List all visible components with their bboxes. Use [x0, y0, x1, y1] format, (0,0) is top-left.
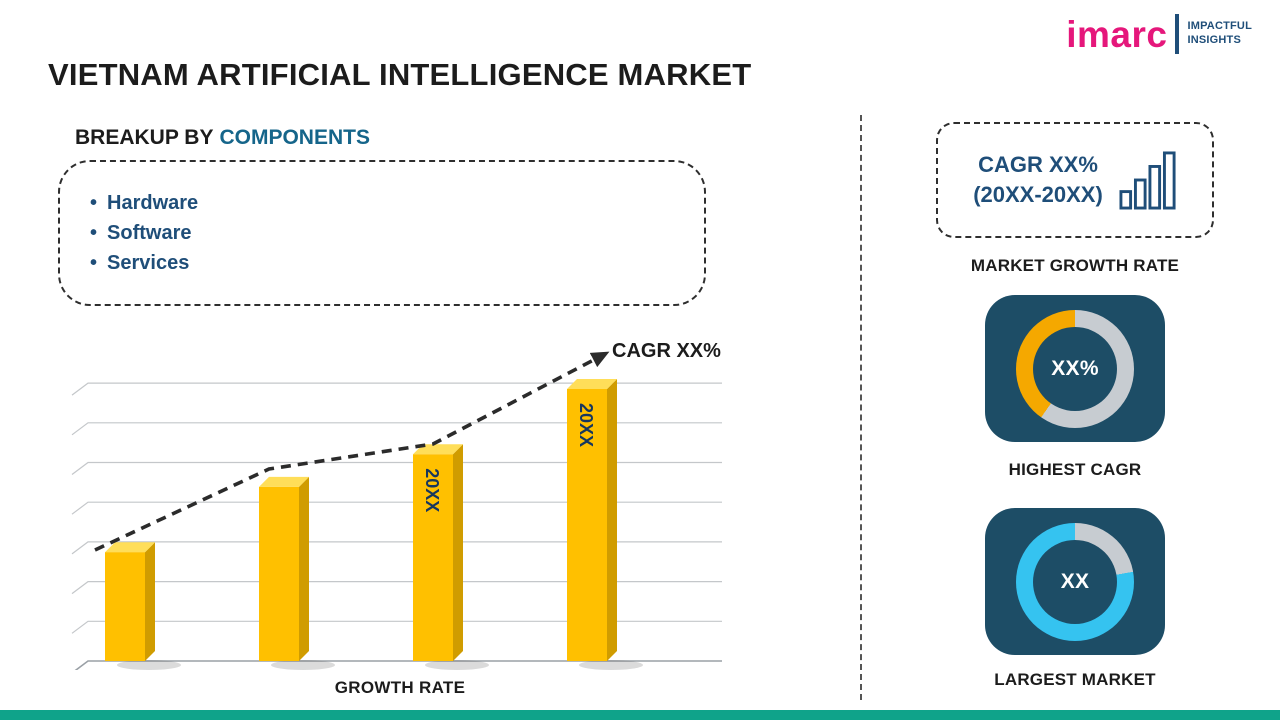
largest-market-ring: XX [1016, 522, 1134, 641]
svg-text:20XX: 20XX [422, 468, 442, 512]
breakup-heading: BREAKUP BY COMPONENTS [75, 126, 370, 150]
logo-tagline-line2: INSIGHTS [1187, 34, 1242, 46]
growth-bar-chart-canvas: 20XX 20XX [71, 351, 722, 674]
imarc-logo-wordmark: imarc [1066, 13, 1168, 55]
chart-x-axis-label: GROWTH RATE [334, 678, 466, 697]
largest-market-value: XX [1060, 569, 1090, 593]
largest-market-card: XX [985, 508, 1165, 655]
imarc-logo: imarc IMPACTFUL INSIGHTS [1066, 14, 1252, 54]
highest-cagr-caption: HIGHEST CAGR [1008, 460, 1142, 479]
bullet-icon [90, 222, 97, 245]
section-divider [860, 115, 862, 700]
components-box: Hardware Software Services [58, 160, 706, 306]
component-label: Software [107, 221, 192, 244]
bullet-icon [90, 192, 97, 215]
component-label: Services [107, 251, 190, 274]
market-growth-rate-caption: MARKET GROWTH RATE [970, 256, 1180, 275]
footer-accent-bar [0, 710, 1280, 720]
cagr-text-block: CAGR XX% (20XX-20XX) [973, 150, 1103, 209]
svg-text:20XX: 20XX [576, 403, 596, 447]
growth-bars-icon [1119, 151, 1176, 210]
highest-cagr-value: XX% [1051, 356, 1099, 380]
page-title: VIETNAM ARTIFICIAL INTELLIGENCE MARKET [48, 57, 752, 92]
list-item-services: Services [90, 252, 674, 275]
list-item-hardware: Hardware [90, 192, 674, 215]
list-item-software: Software [90, 222, 674, 245]
highest-cagr-hole: XX% [1033, 326, 1117, 411]
trend-cagr-label: CAGR XX% [612, 340, 721, 362]
cagr-line1: CAGR XX% [978, 152, 1098, 178]
highest-cagr-ring: XX% [1016, 309, 1134, 428]
cagr-line2: (20XX-20XX) [973, 182, 1103, 207]
largest-market-hole: XX [1033, 539, 1117, 624]
component-label: Hardware [107, 191, 199, 214]
logo-tagline: IMPACTFUL INSIGHTS [1187, 20, 1252, 48]
largest-market-caption: LARGEST MARKET [994, 670, 1156, 689]
logo-divider [1175, 14, 1180, 54]
bullet-icon [90, 252, 97, 275]
highest-cagr-card: XX% [985, 295, 1165, 442]
market-growth-rate-box: CAGR XX% (20XX-20XX) [936, 122, 1214, 238]
breakup-heading-highlight: COMPONENTS [219, 126, 370, 149]
logo-tagline-line1: IMPACTFUL [1187, 20, 1252, 33]
growth-bar-chart: 20XX 20XX CAGR XX% [60, 338, 740, 674]
breakup-heading-prefix: BREAKUP BY [75, 126, 214, 149]
